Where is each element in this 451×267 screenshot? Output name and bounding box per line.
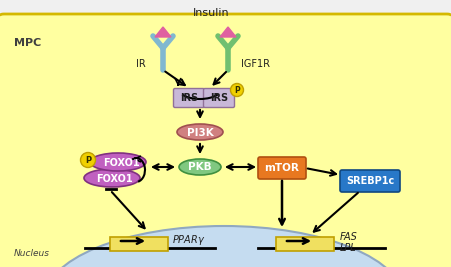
Text: PKB: PKB <box>188 163 212 172</box>
Circle shape <box>80 152 96 167</box>
Text: P: P <box>85 156 91 165</box>
Text: IGF1R: IGF1R <box>241 59 271 69</box>
Text: FOXO1: FOXO1 <box>96 174 132 183</box>
Ellipse shape <box>179 159 221 175</box>
FancyBboxPatch shape <box>203 88 235 108</box>
Text: FOXO1: FOXO1 <box>103 158 139 167</box>
Ellipse shape <box>44 226 404 267</box>
Text: Insulin: Insulin <box>193 8 230 18</box>
Text: Nucleus: Nucleus <box>14 249 50 258</box>
Ellipse shape <box>84 169 140 187</box>
Polygon shape <box>155 27 171 37</box>
Ellipse shape <box>90 153 146 171</box>
Text: IR: IR <box>136 59 146 69</box>
Text: P: P <box>234 86 240 95</box>
Text: PI3K: PI3K <box>187 128 213 138</box>
Ellipse shape <box>177 124 223 140</box>
Text: FAS: FAS <box>340 232 358 242</box>
Text: MPC: MPC <box>14 38 41 48</box>
Polygon shape <box>220 27 236 37</box>
Text: IRS: IRS <box>210 93 228 103</box>
Text: mTOR: mTOR <box>265 163 299 173</box>
Circle shape <box>230 84 244 96</box>
FancyBboxPatch shape <box>174 88 204 108</box>
FancyBboxPatch shape <box>0 14 451 267</box>
Text: $PPAR\gamma$: $PPAR\gamma$ <box>172 233 205 247</box>
Text: IRS: IRS <box>180 93 198 103</box>
FancyBboxPatch shape <box>258 157 306 179</box>
FancyBboxPatch shape <box>276 237 334 251</box>
FancyBboxPatch shape <box>340 170 400 192</box>
Text: LPL: LPL <box>340 243 357 253</box>
FancyBboxPatch shape <box>110 237 168 251</box>
Text: SREBP1c: SREBP1c <box>346 176 394 186</box>
